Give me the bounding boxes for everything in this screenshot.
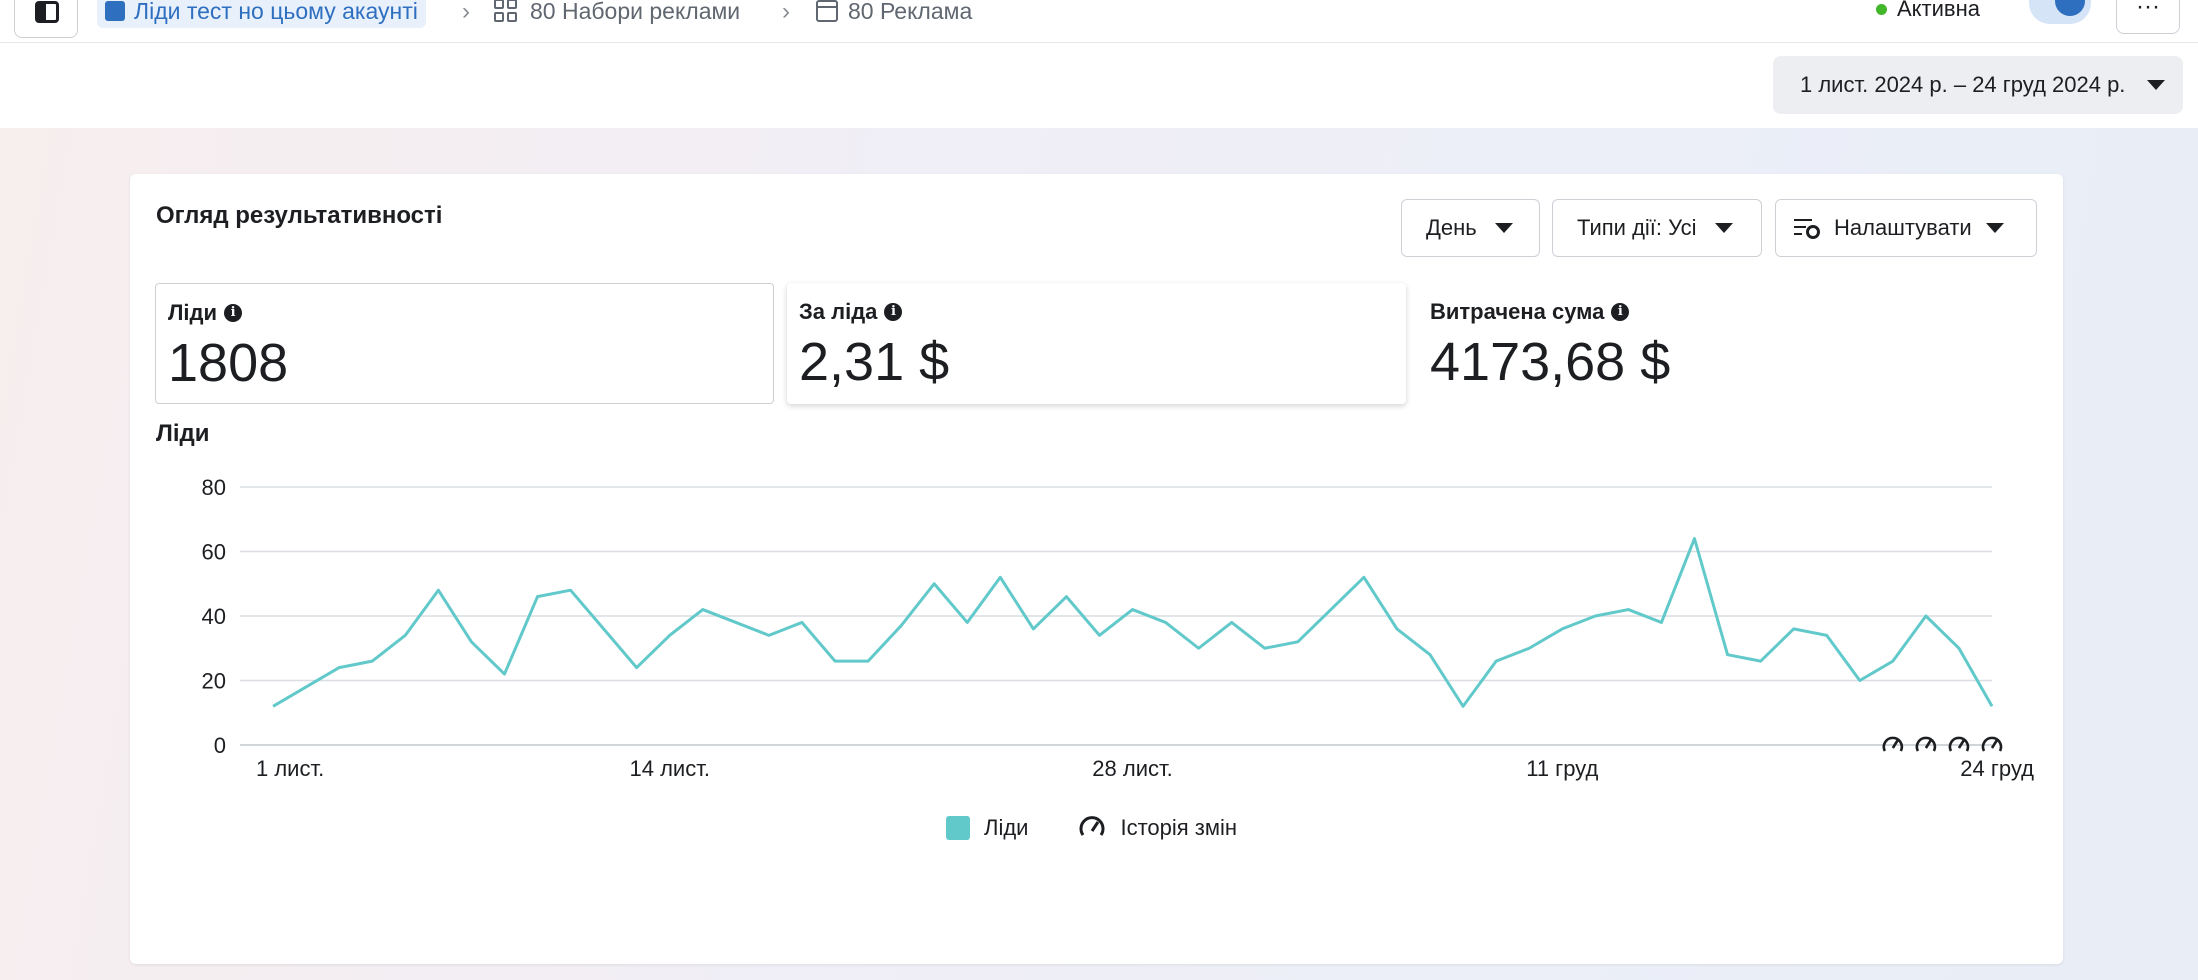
ad-icon [816,0,838,22]
date-range-picker[interactable]: 1 лист. 2024 р. – 24 груд 2024 р. [1773,56,2183,114]
action-types-label: Типи дії: Усі [1577,215,1697,240]
metric-leads-value: 1808 [168,333,289,393]
leads-line-chart: 0 20 40 60 80 1 лист. 14 лист. 28 лист. 11 груд 2… [202,475,2035,781]
customize-label: Налаштувати [1834,215,1972,240]
x-tick-label: 11 груд [1526,756,1598,781]
card-title: Огляд результативності [156,202,443,229]
toggle-panel-button[interactable] [14,0,78,38]
more-options-button[interactable]: ··· [2116,0,2180,34]
caret-down-icon [1494,223,1513,233]
status-badge: Активна [1876,0,1980,22]
panel-icon [35,1,59,23]
legend-leads-label[interactable]: Ліди [984,815,1029,840]
metric-amount-spent-label-text: Витрачена сума [1430,299,1605,324]
info-icon[interactable]: i [1611,303,1630,321]
caret-down-icon [2147,80,2165,90]
y-tick-label: 20 [202,669,226,694]
date-range-row: 1 лист. 2024 р. – 24 груд 2024 р. [0,43,2198,128]
date-range-label: 1 лист. 2024 р. – 24 груд 2024 р. [1800,72,2126,97]
metric-amount-spent[interactable]: Витрачена сума i 4173,68 $ [1418,283,2037,404]
breadcrumb-ads[interactable]: 80 Реклама [816,0,972,28]
leads-series-line [272,537,1994,708]
breadcrumb-ad-sets[interactable]: 80 Набори реклами [494,0,740,28]
period-label: День [1426,215,1477,240]
legend-leads-swatch [946,816,970,840]
customize-settings-icon [1794,217,1820,239]
caret-down-icon [1714,223,1733,233]
chart-title: Ліди [156,420,210,447]
metric-cost-per-lead-label-text: За ліда [799,299,878,324]
metric-leads-label: Ліди i [168,300,243,326]
y-tick-label: 60 [202,540,226,565]
metric-cost-per-lead-value: 2,31 $ [799,332,950,392]
change-history-icon [1080,816,1105,836]
chevron-right-icon: › [782,0,790,25]
breadcrumb-campaign-label: Ліди тест но цьому акаунті [134,0,418,24]
x-tick-label: 14 лист. [630,756,710,781]
campaign-icon [105,1,125,21]
y-tick-label: 0 [214,733,226,758]
customize-dropdown[interactable]: Налаштувати [1775,199,2037,257]
change-history-marker-icon[interactable] [1915,736,1937,752]
metric-cost-per-lead[interactable]: За ліда i 2,31 $ [787,283,1406,404]
performance-overview-card: Огляд результативності День Типи дії: Ус… [130,174,2063,964]
status-dot-icon [1876,3,1887,15]
info-icon[interactable]: i [884,303,903,321]
x-tick-label: 1 лист. [256,756,324,781]
chevron-right-icon: › [462,0,470,25]
active-toggle[interactable] [2029,0,2091,24]
metric-cost-per-lead-label: За ліда i [799,299,903,325]
breadcrumb-ads-label: 80 Реклама [848,0,973,24]
action-types-dropdown[interactable]: Типи дії: Усі [1552,199,1762,257]
ad-sets-icon [494,0,520,23]
change-history-marker-icon[interactable] [1882,736,1904,752]
top-bar: Ліди тест но цьому акаунті › 80 Набори р… [0,0,2198,43]
change-history-marker-icon[interactable] [1981,736,2003,752]
breadcrumb-ad-sets-label: 80 Набори реклами [530,0,741,24]
chart-legend: Ліди Історія змін [946,814,1237,842]
x-tick-label: 28 лист. [1092,756,1172,781]
info-icon[interactable]: i [224,304,243,322]
metric-leads-label-text: Ліди [168,300,218,325]
breadcrumb-campaign[interactable]: Ліди тест но цьому акаунті [97,0,426,28]
x-tick-label: 24 груд [1960,756,2034,781]
metric-amount-spent-label: Витрачена сума i [1430,299,1630,325]
caret-down-icon [1985,223,2004,233]
legend-history-label[interactable]: Історія змін [1120,815,1238,840]
y-tick-label: 80 [202,475,226,500]
period-dropdown[interactable]: День [1401,199,1540,257]
metric-amount-spent-value: 4173,68 $ [1430,332,1671,392]
status-label: Активна [1897,0,1980,21]
metric-leads[interactable]: Ліди i 1808 [155,283,774,404]
change-history-marker-icon[interactable] [1948,736,1970,752]
y-tick-label: 40 [202,604,226,629]
